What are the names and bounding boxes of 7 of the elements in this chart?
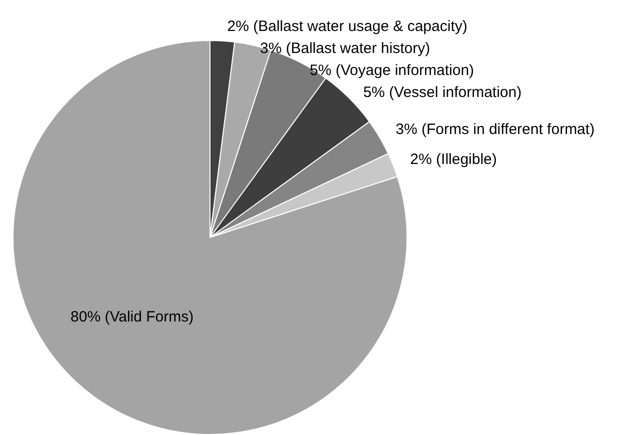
slice-label: 3% (Forms in different format): [396, 121, 595, 138]
slice-label: 2% (Illegible): [410, 150, 497, 168]
slice-label: 3% (Ballast water history): [260, 40, 430, 58]
slice-label: 80% (Valid Forms): [70, 308, 194, 326]
slice-label: 5% (Voyage information): [310, 62, 474, 80]
slice-label: 5% (Vessel information): [363, 84, 522, 102]
slice-label: 2% (Ballast water usage & capacity): [227, 18, 468, 36]
